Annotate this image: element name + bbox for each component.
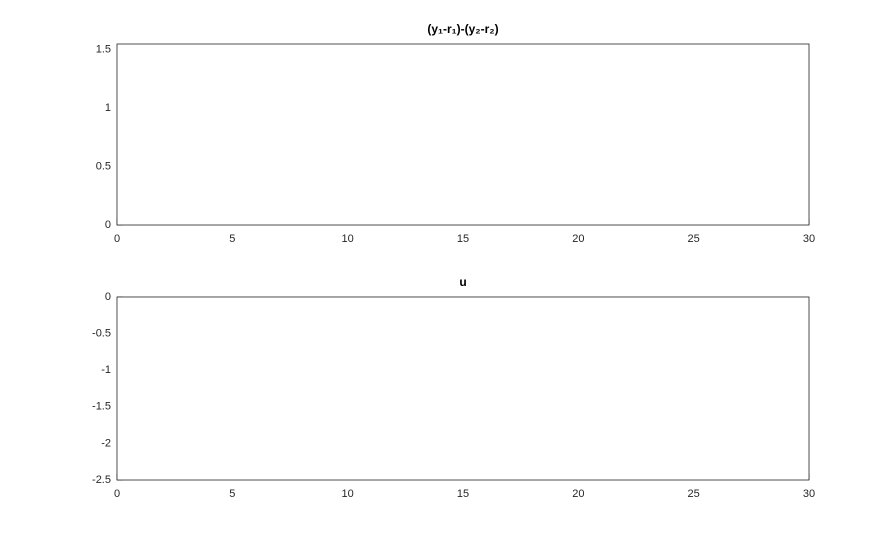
x-tick-label: 25: [688, 488, 700, 500]
x-tick-label: 15: [457, 488, 469, 500]
y-tick-label: 0: [105, 219, 111, 231]
x-tick-label: 0: [114, 233, 120, 245]
x-tick-label: 0: [114, 488, 120, 500]
y-tick-label: -1.5: [92, 401, 111, 413]
y-tick-label: -2.5: [92, 474, 111, 486]
x-tick-label: 30: [803, 488, 815, 500]
y-tick-label: 0: [105, 291, 111, 303]
x-tick-label: 5: [229, 233, 235, 245]
x-tick-label: 30: [803, 233, 815, 245]
y-tick-label: 1: [105, 102, 111, 114]
axes-frame: [116, 43, 810, 226]
x-tick-label: 10: [342, 233, 354, 245]
x-tick-label: 25: [688, 233, 700, 245]
y-tick-label: 0.5: [96, 161, 111, 173]
x-tick-label: 15: [457, 233, 469, 245]
chart-title: (y₁-r₁)-(y₂-r₂): [427, 22, 498, 36]
chart-title: u: [459, 275, 466, 289]
axes-frame: [116, 296, 810, 481]
x-tick-label: 20: [572, 233, 584, 245]
x-tick-label: 5: [229, 488, 235, 500]
x-tick-label: 20: [572, 488, 584, 500]
y-tick-label: -1: [101, 364, 111, 376]
y-tick-label: -0.5: [92, 328, 111, 340]
x-tick-label: 10: [342, 488, 354, 500]
y-tick-label: 1.5: [96, 44, 111, 56]
y-tick-label: -2: [101, 437, 111, 449]
